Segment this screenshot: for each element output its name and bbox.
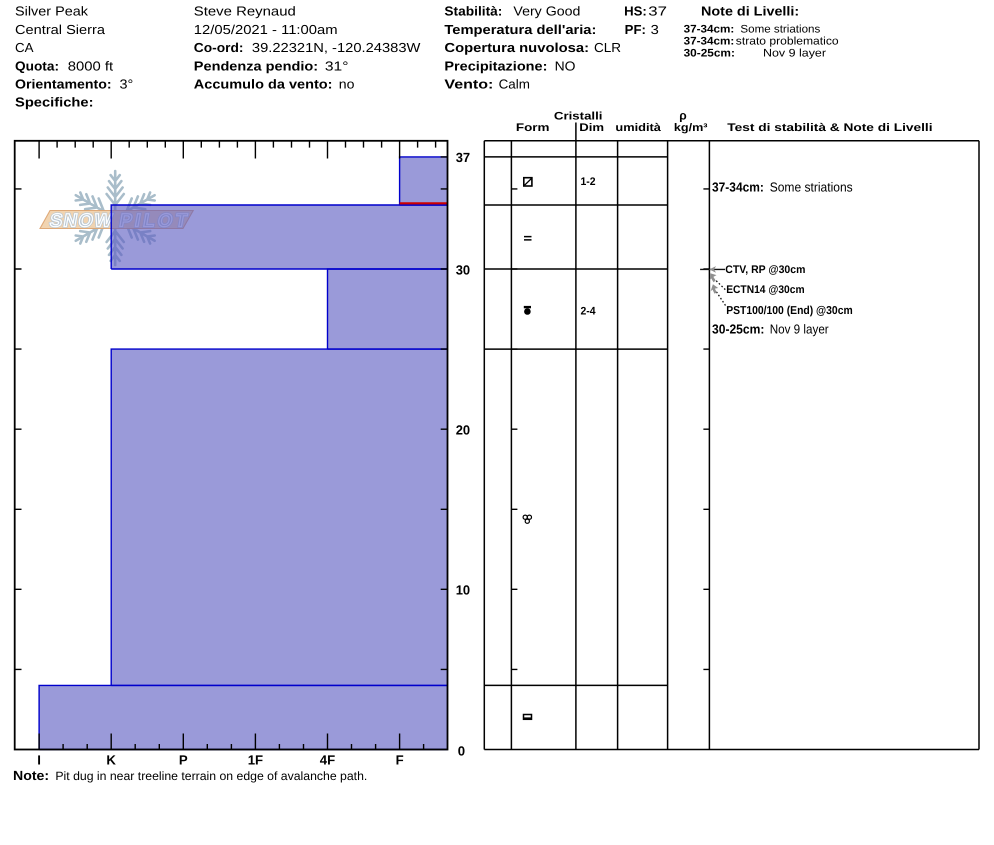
svg-text:30-25cm:: 30-25cm: [712, 322, 764, 337]
svg-text:F: F [396, 752, 404, 767]
svg-text:Temperatura dell'aria:: Temperatura dell'aria: [444, 22, 596, 37]
svg-text:no: no [339, 77, 355, 92]
svg-text:Quota:: Quota: [15, 58, 59, 73]
svg-text:Note:: Note: [13, 768, 49, 783]
svg-text:37: 37 [648, 4, 667, 19]
svg-text:Central Sierra: Central Sierra [15, 22, 106, 37]
svg-text:1F: 1F [248, 752, 263, 767]
svg-text:ECTN14 @30cm: ECTN14 @30cm [726, 284, 805, 296]
svg-text:3°: 3° [120, 77, 134, 92]
svg-text:Pit dug in near treeline terra: Pit dug in near treeline terrain on edge… [55, 769, 367, 783]
svg-text:4F: 4F [320, 752, 335, 767]
svg-text:Specifiche:: Specifiche: [15, 95, 94, 110]
svg-text:ρ: ρ [679, 109, 686, 123]
svg-text:umidità: umidità [615, 122, 662, 134]
svg-text:Co-ord:: Co-ord: [194, 40, 244, 55]
svg-text:10: 10 [456, 583, 470, 598]
svg-text:CLR: CLR [594, 40, 621, 55]
svg-text:Cristalli: Cristalli [554, 111, 603, 123]
svg-text:Precipitazione:: Precipitazione: [444, 58, 547, 73]
svg-text:Stabilità:: Stabilità: [444, 4, 502, 19]
svg-text:SNOW: SNOW [48, 209, 115, 230]
svg-text:SNOW: SNOW [48, 209, 115, 230]
svg-text:3: 3 [651, 22, 659, 37]
svg-text:K: K [106, 752, 116, 767]
svg-text:Pendenza pendio:: Pendenza pendio: [194, 58, 318, 73]
svg-text:30-25cm:: 30-25cm: [684, 48, 735, 60]
svg-text:Calm: Calm [499, 77, 530, 92]
svg-text:37-34cm:: 37-34cm: [684, 36, 735, 48]
svg-text:Orientamento:: Orientamento: [15, 77, 112, 92]
svg-text:30: 30 [456, 262, 470, 277]
svg-text:I: I [37, 752, 41, 767]
svg-text:37: 37 [456, 150, 470, 165]
svg-text:CTV, RP @30cm: CTV, RP @30cm [725, 264, 805, 276]
svg-text:Some striations: Some striations [770, 180, 853, 195]
svg-text:8000 ft: 8000 ft [68, 58, 114, 73]
svg-text:Accumulo da vento:: Accumulo da vento: [194, 77, 333, 92]
svg-text:37-34cm:: 37-34cm: [684, 23, 735, 35]
svg-text:strato problematico: strato problematico [736, 36, 839, 48]
svg-text:Silver Peak: Silver Peak [15, 4, 89, 19]
svg-text:12/05/2021 - 11:00am: 12/05/2021 - 11:00am [194, 22, 338, 37]
svg-text:Form: Form [516, 122, 550, 134]
svg-text:1-2: 1-2 [581, 176, 596, 188]
svg-text:Vento:: Vento: [444, 77, 493, 92]
svg-text:0: 0 [458, 744, 465, 759]
svg-text:31°: 31° [325, 58, 349, 73]
svg-text:Test di stabilità & Note di Li: Test di stabilità & Note di Livelli [727, 122, 932, 134]
svg-text:Dim: Dim [579, 122, 604, 134]
svg-text:PST100/100 (End) @30cm: PST100/100 (End) @30cm [726, 305, 853, 317]
svg-text:37-34cm:: 37-34cm: [712, 180, 764, 195]
svg-text:PF:: PF: [625, 22, 646, 37]
svg-text:39.22321N, -120.24383W: 39.22321N, -120.24383W [252, 40, 421, 55]
svg-text:NO: NO [555, 58, 576, 73]
svg-text:Note di Livelli:: Note di Livelli: [701, 4, 799, 19]
svg-text:Nov 9 layer: Nov 9 layer [770, 322, 830, 337]
svg-text:HS:: HS: [624, 4, 647, 19]
svg-text:Nov 9 layer: Nov 9 layer [763, 48, 826, 60]
svg-text:Very Good: Very Good [513, 4, 580, 19]
svg-text:Some striations: Some striations [740, 23, 820, 35]
svg-text:2-4: 2-4 [581, 306, 597, 318]
svg-text:CA: CA [15, 40, 34, 55]
svg-text:kg/m³: kg/m³ [674, 122, 708, 134]
svg-text:Steve Reynaud: Steve Reynaud [194, 4, 296, 19]
svg-text:P: P [179, 752, 188, 767]
svg-text:Copertura nuvolosa:: Copertura nuvolosa: [444, 40, 589, 55]
svg-text:20: 20 [456, 423, 470, 438]
